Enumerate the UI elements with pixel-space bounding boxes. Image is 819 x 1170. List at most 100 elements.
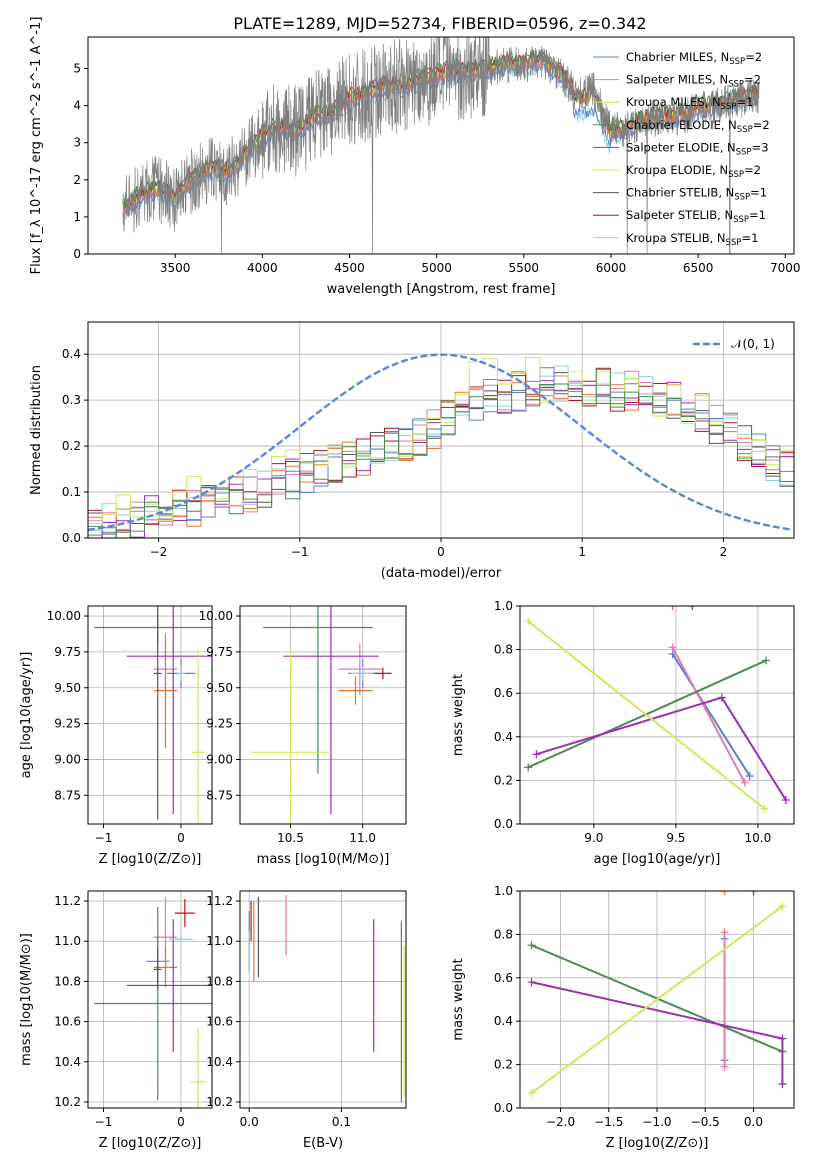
x-tick-label: 2 bbox=[720, 545, 728, 559]
weight-series-line bbox=[671, 646, 746, 784]
legend-label: Kroupa ELODIE, NSSP=2 bbox=[626, 163, 761, 180]
y-tick-label: 10.6 bbox=[54, 1015, 81, 1029]
legend-label: Salpeter STELIB, NSSP=1 bbox=[626, 208, 766, 225]
y-tick-label: 9.00 bbox=[206, 752, 233, 766]
x-tick-label: −0.5 bbox=[691, 1115, 720, 1129]
legend-label: Salpeter ELODIE, NSSP=3 bbox=[626, 140, 769, 157]
y-tick-label: 2 bbox=[73, 173, 81, 187]
axes-frame bbox=[519, 605, 795, 825]
grid-lines bbox=[240, 891, 406, 1108]
residual-histogram-step bbox=[88, 368, 794, 538]
age-vs-mass-panel: 10.5 11.0 8.75 9.00 9.25 9.50 9.75 10.00 mass [l… bbox=[199, 605, 407, 867]
x-tick-label: 6000 bbox=[596, 261, 627, 275]
y-tick-label: 9.25 bbox=[206, 717, 233, 731]
weight-point-marker bbox=[668, 643, 677, 652]
legend-label: 𝒩(0, 1) bbox=[731, 337, 775, 351]
legend-label: Salpeter MILES, NSSP=2 bbox=[626, 73, 761, 90]
x-tick-label: −2.0 bbox=[546, 1115, 575, 1129]
plot-area bbox=[248, 895, 405, 1102]
residual-histogram-step bbox=[88, 356, 794, 524]
axes-frame bbox=[87, 321, 795, 539]
x-tick-label: −1 bbox=[95, 1115, 113, 1129]
y-tick-label: 0.2 bbox=[494, 1058, 513, 1072]
y-axis-label: Normed distribution bbox=[29, 365, 44, 495]
weight-point-marker bbox=[668, 606, 677, 610]
x-axis-label: (data-model)/error bbox=[381, 566, 502, 581]
plot-area bbox=[88, 353, 794, 538]
normal-distribution-curve bbox=[88, 353, 792, 532]
y-tick-label: 0.0 bbox=[494, 1101, 513, 1115]
axes-frame bbox=[87, 890, 213, 1109]
axes-frame bbox=[87, 36, 795, 255]
y-tick-label: 0.2 bbox=[62, 439, 81, 453]
y-tick-label: 0.4 bbox=[62, 347, 81, 361]
x-axis-label: Z [log10(Z/Z⊙)] bbox=[99, 1136, 202, 1151]
y-tick-label: 8.75 bbox=[54, 788, 81, 802]
model-spectrum-line bbox=[122, 62, 760, 225]
y-tick-label: 10.4 bbox=[206, 1055, 233, 1069]
x-axis-label: age [log10(age/yr)] bbox=[594, 852, 721, 867]
y-tick-label: 0.0 bbox=[62, 531, 81, 545]
x-tick-label: 0 bbox=[437, 545, 445, 559]
y-tick-label: 10.4 bbox=[54, 1055, 81, 1069]
x-tick-label: 9.0 bbox=[584, 831, 603, 845]
y-tick-label: 11.0 bbox=[206, 934, 233, 948]
y-tick-label: 0.3 bbox=[62, 393, 81, 407]
x-tick-label: 0 bbox=[177, 1115, 185, 1129]
y-tick-label: 0 bbox=[73, 247, 81, 261]
x-tick-label: 9.5 bbox=[666, 831, 685, 845]
weight-point-marker bbox=[532, 750, 541, 759]
x-tick-label: −1 bbox=[95, 831, 113, 845]
weight-point-marker bbox=[760, 804, 769, 813]
y-tick-label: 9.75 bbox=[206, 645, 233, 659]
weight-point-marker bbox=[720, 928, 729, 937]
y-tick-label: 9.50 bbox=[206, 681, 233, 695]
y-tick-label: 9.50 bbox=[54, 681, 81, 695]
x-tick-label: 1 bbox=[578, 545, 586, 559]
x-tick-label: 0.0 bbox=[240, 1115, 259, 1129]
legend-label: Chabrier STELIB, NSSP=1 bbox=[626, 186, 767, 203]
x-tick-label: −1 bbox=[291, 545, 309, 559]
x-axis-label: Z [log10(Z/Z⊙)] bbox=[606, 1136, 709, 1151]
y-tick-label: 11.2 bbox=[206, 894, 233, 908]
x-axis-label: Z [log10(Z/Z⊙)] bbox=[99, 852, 202, 867]
weight-point-marker bbox=[527, 941, 536, 950]
legend-label: Chabrier MILES, NSSP=2 bbox=[626, 50, 762, 67]
x-tick-label: 5500 bbox=[509, 261, 540, 275]
x-tick-label: 7000 bbox=[770, 261, 801, 275]
plot-area bbox=[527, 891, 787, 1097]
plot-area bbox=[251, 606, 392, 824]
y-tick-label: 5 bbox=[73, 62, 81, 76]
legend-label: Kroupa STELIB, NSSP=1 bbox=[626, 231, 758, 248]
y-axis-label: age [log10(age/yr)] bbox=[19, 652, 34, 779]
grid-lines bbox=[240, 606, 406, 824]
y-tick-label: 10.00 bbox=[47, 609, 81, 623]
mass-vs-ebv-panel: 0.0 0.1 10.2 10.4 10.6 10.8 11.0 11.2 E(B-V) bbox=[206, 890, 407, 1151]
y-tick-label: 0.8 bbox=[494, 643, 513, 657]
y-tick-label: 3 bbox=[73, 136, 81, 150]
y-tick-label: 10.2 bbox=[54, 1095, 81, 1109]
y-tick-label: 0.4 bbox=[494, 1014, 513, 1028]
x-tick-label: 6500 bbox=[683, 261, 714, 275]
x-tick-label: 5000 bbox=[421, 261, 452, 275]
axes-frame bbox=[87, 605, 213, 825]
x-tick-label: −1.5 bbox=[594, 1115, 623, 1129]
y-tick-label: 0.2 bbox=[494, 773, 513, 787]
x-tick-label: −2 bbox=[150, 545, 168, 559]
legend-label: Chabrier ELODIE, NSSP=2 bbox=[626, 118, 770, 135]
weight-point-marker bbox=[778, 1080, 787, 1089]
x-tick-label: 0 bbox=[177, 831, 185, 845]
plot-area bbox=[94, 606, 212, 824]
weight-vs-age-panel: 9.0 9.5 10.0 0.0 0.2 0.4 0.6 0.8 1.0 age [log10(a… bbox=[451, 599, 795, 867]
y-tick-label: 1.0 bbox=[494, 884, 513, 898]
x-tick-label: 10.0 bbox=[745, 831, 772, 845]
x-tick-label: 11.0 bbox=[349, 831, 376, 845]
y-tick-label: 10.00 bbox=[199, 609, 233, 623]
weight-point-marker bbox=[749, 891, 758, 895]
x-tick-label: 4500 bbox=[334, 261, 365, 275]
mass-vs-metallicity-panel: −1 0 10.2 10.4 10.6 10.8 11.0 11.2 Z [log10(Z/Z⊙… bbox=[19, 890, 213, 1151]
weight-point-marker bbox=[688, 606, 697, 610]
y-tick-label: 1.0 bbox=[494, 599, 513, 613]
weight-point-marker bbox=[778, 902, 787, 911]
